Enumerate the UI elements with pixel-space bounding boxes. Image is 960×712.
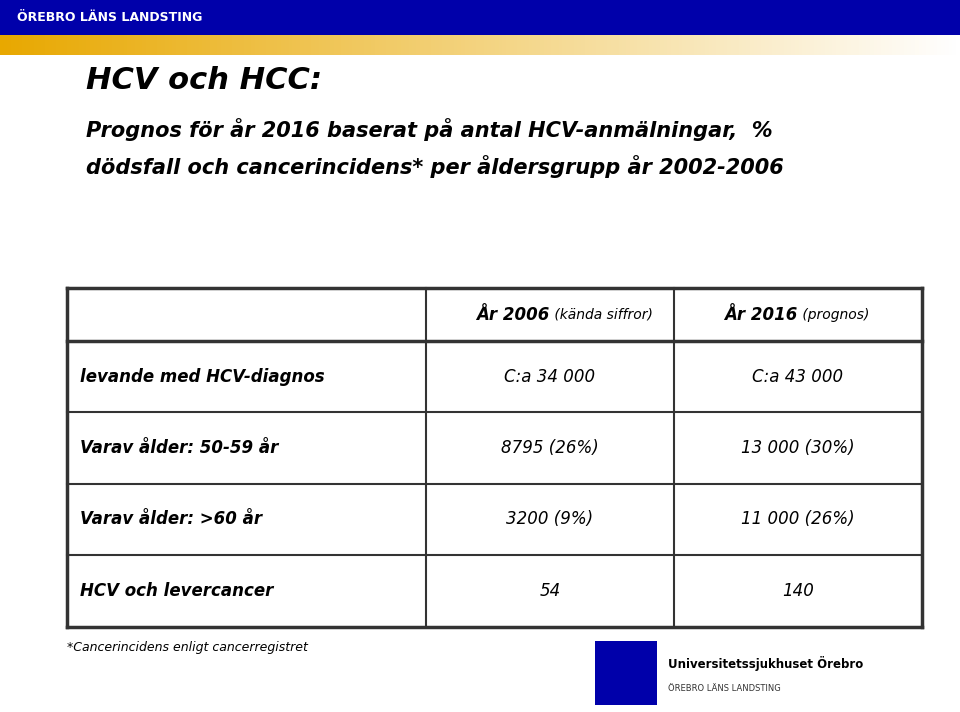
- Text: dödsfall och cancerincidens* per åldersgrupp år 2002-2006: dödsfall och cancerincidens* per åldersg…: [86, 155, 784, 178]
- Text: HCV och levercancer: HCV och levercancer: [80, 582, 273, 600]
- Text: Varav ålder: 50-59 år: Varav ålder: 50-59 år: [80, 439, 278, 457]
- Text: 54: 54: [540, 582, 561, 600]
- Text: 13 000 (30%): 13 000 (30%): [741, 439, 854, 457]
- Text: C:a 34 000: C:a 34 000: [504, 367, 595, 385]
- Text: År 2006: År 2006: [476, 305, 550, 323]
- Text: 11 000 (26%): 11 000 (26%): [741, 511, 854, 528]
- Text: levande med HCV-diagnos: levande med HCV-diagnos: [80, 367, 324, 385]
- Text: Universitetssjukhuset Örebro: Universitetssjukhuset Örebro: [668, 656, 863, 671]
- Text: 140: 140: [781, 582, 814, 600]
- Text: 8795 (26%): 8795 (26%): [501, 439, 599, 457]
- Bar: [595, 641, 658, 705]
- Text: (kända siffror): (kända siffror): [550, 308, 653, 322]
- Text: HCV och HCC:: HCV och HCC:: [86, 66, 323, 95]
- Text: Prognos för år 2016 baserat på antal HCV-anmälningar,  %: Prognos för år 2016 baserat på antal HCV…: [86, 117, 773, 141]
- Text: ÖREBRO LÄNS LANDSTING: ÖREBRO LÄNS LANDSTING: [668, 684, 780, 693]
- Text: (prognos): (prognos): [798, 308, 869, 322]
- Text: Varav ålder: >60 år: Varav ålder: >60 år: [80, 511, 262, 528]
- Text: C:a 43 000: C:a 43 000: [752, 367, 843, 385]
- Text: *Cancerincidens enligt cancerregistret: *Cancerincidens enligt cancerregistret: [67, 641, 308, 654]
- Text: ÖREBRO LÄNS LANDSTING: ÖREBRO LÄNS LANDSTING: [17, 11, 203, 24]
- Text: 3200 (9%): 3200 (9%): [506, 511, 593, 528]
- Text: År 2016: År 2016: [725, 305, 798, 323]
